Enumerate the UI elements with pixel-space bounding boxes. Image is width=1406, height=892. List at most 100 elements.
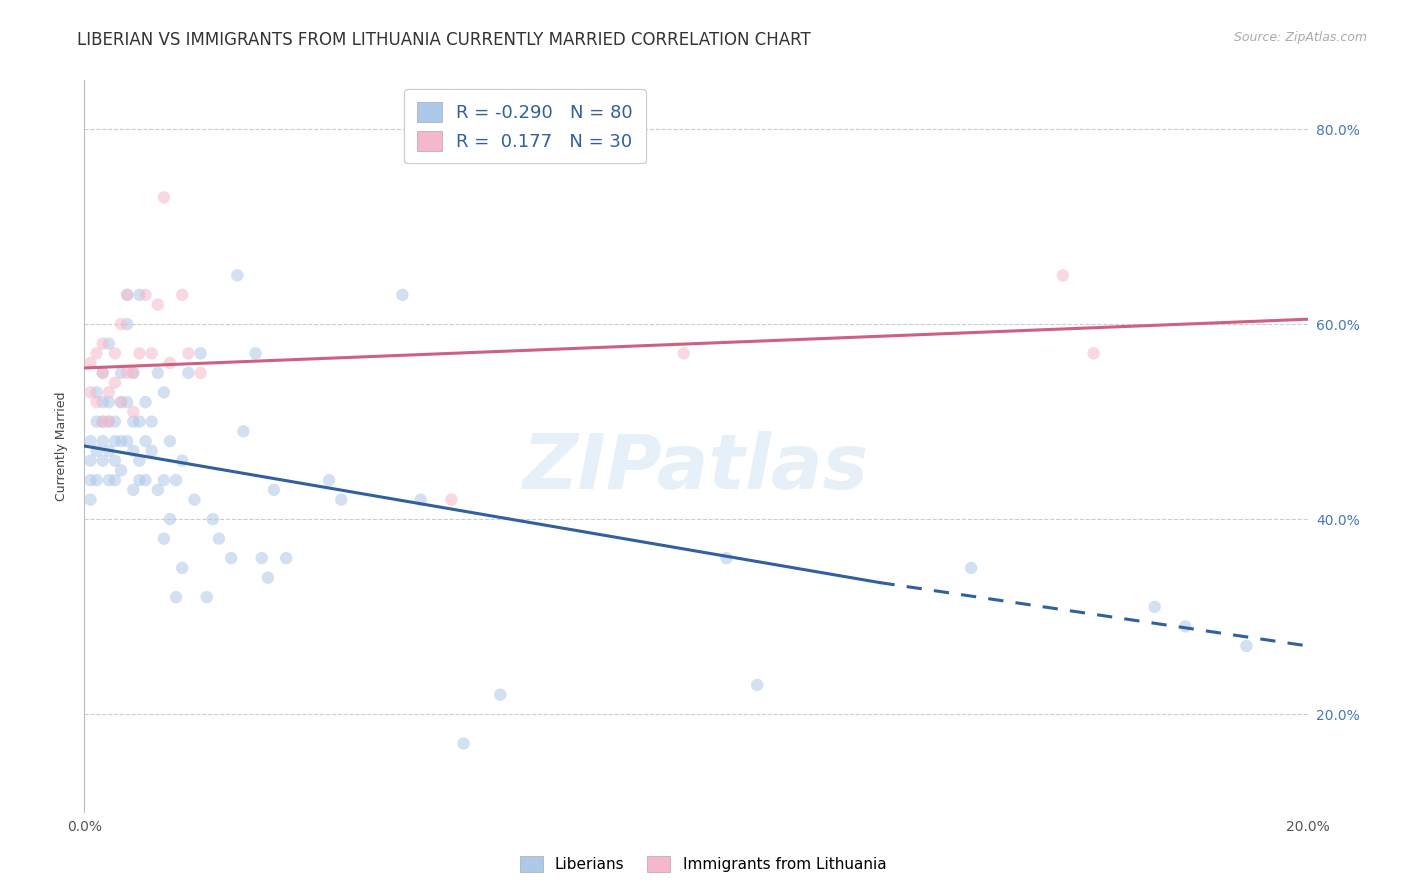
Point — [330, 492, 353, 507]
Point — [146, 297, 169, 311]
Point — [115, 366, 138, 380]
Point — [1236, 639, 1258, 653]
Point — [257, 571, 280, 585]
Point — [208, 532, 231, 546]
Point — [165, 473, 187, 487]
Point — [122, 366, 145, 380]
Point — [141, 443, 163, 458]
Point — [110, 434, 132, 449]
Point — [86, 385, 108, 400]
Point — [86, 415, 108, 429]
Point — [159, 356, 181, 370]
Point — [86, 346, 108, 360]
Legend: R = -0.290   N = 80, R =  0.177   N = 30: R = -0.290 N = 80, R = 0.177 N = 30 — [404, 89, 645, 163]
Point — [104, 473, 127, 487]
Point — [159, 434, 181, 449]
Point — [97, 415, 120, 429]
Point — [79, 473, 101, 487]
Point — [1143, 599, 1166, 614]
Text: ZIPatlas: ZIPatlas — [523, 431, 869, 505]
Point — [195, 590, 218, 604]
Point — [409, 492, 432, 507]
Point — [79, 385, 101, 400]
Point — [110, 395, 132, 409]
Point — [104, 346, 127, 360]
Point — [1083, 346, 1105, 360]
Point — [91, 395, 114, 409]
Point — [245, 346, 267, 360]
Point — [79, 492, 101, 507]
Point — [110, 463, 132, 477]
Point — [440, 492, 463, 507]
Point — [91, 415, 114, 429]
Point — [104, 415, 127, 429]
Point — [183, 492, 205, 507]
Point — [110, 317, 132, 331]
Point — [91, 415, 114, 429]
Point — [122, 483, 145, 497]
Point — [91, 366, 114, 380]
Point — [115, 434, 138, 449]
Point — [115, 288, 138, 302]
Point — [276, 551, 298, 566]
Point — [79, 356, 101, 370]
Point — [86, 473, 108, 487]
Point — [115, 317, 138, 331]
Point — [104, 434, 127, 449]
Point — [128, 288, 150, 302]
Point — [97, 336, 120, 351]
Point — [146, 483, 169, 497]
Point — [165, 590, 187, 604]
Point — [226, 268, 249, 283]
Y-axis label: Currently Married: Currently Married — [55, 392, 69, 500]
Point — [190, 366, 212, 380]
Point — [91, 434, 114, 449]
Point — [172, 288, 194, 302]
Point — [97, 443, 120, 458]
Point — [135, 434, 157, 449]
Point — [91, 366, 114, 380]
Point — [135, 395, 157, 409]
Point — [110, 366, 132, 380]
Point — [128, 453, 150, 467]
Point — [141, 346, 163, 360]
Point — [141, 415, 163, 429]
Point — [79, 434, 101, 449]
Point — [122, 366, 145, 380]
Point — [177, 346, 200, 360]
Point — [201, 512, 224, 526]
Point — [153, 190, 176, 204]
Point — [104, 453, 127, 467]
Point — [97, 385, 120, 400]
Legend: Liberians, Immigrants from Lithuania: Liberians, Immigrants from Lithuania — [512, 848, 894, 880]
Point — [110, 395, 132, 409]
Point — [122, 443, 145, 458]
Point — [91, 453, 114, 467]
Point — [190, 346, 212, 360]
Point — [135, 473, 157, 487]
Point — [489, 688, 512, 702]
Point — [1174, 619, 1197, 633]
Point — [122, 405, 145, 419]
Text: Source: ZipAtlas.com: Source: ZipAtlas.com — [1233, 31, 1367, 45]
Point — [91, 336, 114, 351]
Point — [672, 346, 695, 360]
Point — [104, 376, 127, 390]
Point — [153, 473, 176, 487]
Point — [135, 288, 157, 302]
Point — [86, 395, 108, 409]
Point — [122, 415, 145, 429]
Point — [153, 532, 176, 546]
Point — [219, 551, 242, 566]
Point — [172, 561, 194, 575]
Point — [250, 551, 273, 566]
Point — [960, 561, 983, 575]
Point — [115, 395, 138, 409]
Point — [86, 443, 108, 458]
Point — [128, 415, 150, 429]
Point — [177, 366, 200, 380]
Point — [115, 288, 138, 302]
Point — [318, 473, 340, 487]
Point — [97, 395, 120, 409]
Point — [146, 366, 169, 380]
